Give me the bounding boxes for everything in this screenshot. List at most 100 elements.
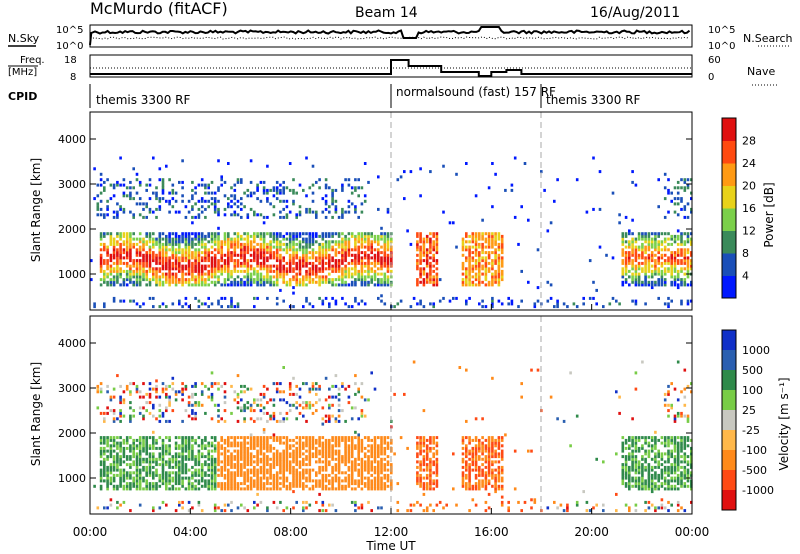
power-cells-cell <box>670 251 673 255</box>
power-cells-cell <box>686 299 690 303</box>
power-cells-cell <box>161 242 165 246</box>
power-cells-cell <box>432 240 435 244</box>
power-cells-cell <box>109 272 113 276</box>
vel-cells-cell <box>233 455 237 459</box>
vel-cells-cell <box>412 503 416 507</box>
power-cells-cell <box>200 272 204 276</box>
vel-cells-cell <box>112 460 116 464</box>
vel-cells-cell <box>220 465 223 469</box>
vel-cells-cell <box>96 384 100 388</box>
power-cells-cell <box>383 240 387 244</box>
power-cells-cell <box>354 253 357 257</box>
power-cells-cell <box>194 283 197 287</box>
power-cells-cell <box>96 183 100 187</box>
power-cells-cell <box>217 278 220 282</box>
vel-cells-cell <box>621 444 625 448</box>
power-cells-cell <box>631 232 634 236</box>
power-cells-cell <box>380 280 383 284</box>
power-cells-cell <box>168 240 171 244</box>
power-cells-cell <box>288 267 292 271</box>
power-cells-cell <box>461 283 465 287</box>
power-cells-cell <box>288 210 292 214</box>
vel-cells-cell <box>334 487 338 491</box>
power-cells-cell <box>116 210 119 214</box>
vel-cells-cell <box>406 446 409 450</box>
power-cells-cell <box>249 248 253 252</box>
vel-cells-cell <box>494 460 497 464</box>
vel-cells-cell <box>337 463 341 467</box>
vel-cells-cell <box>344 436 347 440</box>
power-cells-cell <box>171 256 175 260</box>
vel-cells-cell <box>628 468 631 472</box>
vel-cells-cell <box>148 411 152 415</box>
power-cells-cell <box>138 245 142 249</box>
vel-cells-cell <box>220 487 223 491</box>
power-cbar-tick-label: 24 <box>742 157 756 170</box>
power-cells-cell <box>138 283 142 287</box>
power-cells-cell <box>644 280 647 284</box>
power-cells-cell <box>207 186 210 190</box>
power-cells-cell <box>275 253 279 257</box>
vel-cells-cell <box>360 395 364 399</box>
vel-cells-cell <box>233 465 237 469</box>
power-cells-cell <box>357 248 360 252</box>
vel-cells-cell <box>103 468 106 472</box>
power-cells-cell <box>279 242 282 246</box>
vel-cells-cell <box>435 479 439 483</box>
power-cells-cell <box>670 253 673 257</box>
vel-cells-cell <box>240 409 243 413</box>
vel-cells-cell <box>210 444 214 448</box>
vel-cells-cell <box>161 438 165 442</box>
power-cells-cell <box>383 256 387 260</box>
power-cells-cell <box>125 261 129 265</box>
vel-cells-cell <box>279 455 282 459</box>
power-cells-cell <box>328 245 331 249</box>
vel-cells-cell <box>178 452 181 456</box>
vel-cells-cell <box>138 411 142 415</box>
vel-cells-cell <box>380 441 383 445</box>
power-cells-cell <box>647 267 651 271</box>
vel-cells-cell <box>207 395 210 399</box>
power-cells-cell <box>481 264 484 268</box>
vel-cells-cell <box>99 479 103 483</box>
vel-cells-cell <box>165 476 168 480</box>
power-cells-cell <box>246 240 250 244</box>
vel-cells-cell <box>236 444 240 448</box>
power-cells-cell <box>191 205 194 209</box>
vel-cells-cell <box>288 465 292 469</box>
vel-cells-cell <box>236 473 240 477</box>
power-cells-cell <box>690 253 693 257</box>
vel-cells-cell <box>373 444 377 448</box>
vel-cells-cell <box>103 449 106 453</box>
power-cells-cell <box>99 183 103 187</box>
power-cells-cell <box>500 245 504 249</box>
vel-cells-cell <box>112 417 116 421</box>
vel-cells-cell <box>621 463 625 467</box>
power-cells-cell <box>373 261 377 265</box>
power-cells-cell <box>305 232 308 236</box>
power-cells-cell <box>272 237 276 241</box>
power-cells-cell <box>465 256 468 260</box>
vel-cells-cell <box>200 471 204 475</box>
vel-cells-cell <box>321 500 325 504</box>
power-cells-cell <box>288 264 292 268</box>
power-cells-cell <box>683 180 687 184</box>
power-cells-cell <box>416 253 419 257</box>
power-cells-cell <box>357 178 360 182</box>
power-cells-cell <box>500 259 504 263</box>
vel-cells-cell <box>194 411 197 415</box>
power-cells-cell <box>491 299 494 303</box>
power-cells-cell <box>285 213 289 217</box>
vel-cells-cell <box>181 444 184 448</box>
vel-cells-cell <box>318 509 321 513</box>
vel-cells-cell <box>243 419 246 423</box>
vel-cells-cell <box>178 463 181 467</box>
power-cells-cell <box>337 215 341 219</box>
vel-cells-cell <box>373 441 377 445</box>
nsky-tick-top: 10^5 <box>56 25 83 36</box>
vel-cells-cell <box>178 468 181 472</box>
power-cells-cell <box>324 240 328 244</box>
vel-cells-cell <box>390 471 393 475</box>
vel-cells-cell <box>168 452 171 456</box>
power-cells-cell <box>660 248 664 252</box>
